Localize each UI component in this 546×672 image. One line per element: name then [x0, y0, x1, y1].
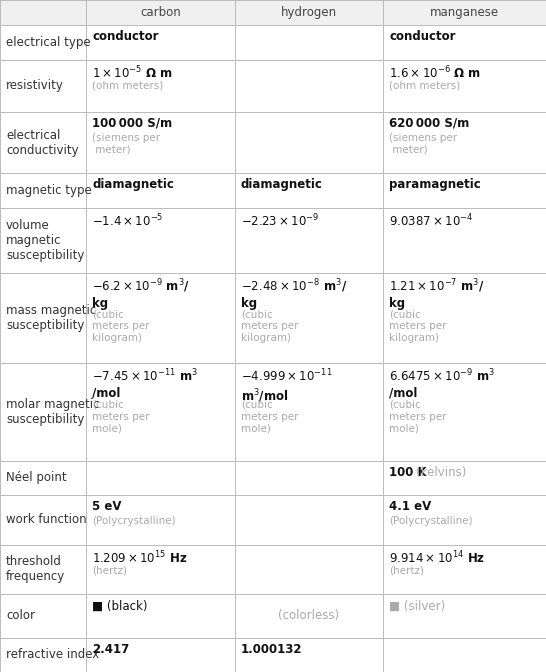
Text: mass magnetic
susceptibility: mass magnetic susceptibility — [6, 304, 96, 332]
Text: molar magnetic
susceptibility: molar magnetic susceptibility — [6, 398, 99, 426]
Text: carbon: carbon — [140, 6, 181, 19]
Text: (hertz): (hertz) — [389, 566, 424, 576]
Text: threshold
frequency: threshold frequency — [6, 556, 66, 583]
Text: 2.417: 2.417 — [92, 642, 129, 656]
Text: diamagnetic: diamagnetic — [92, 179, 174, 192]
Text: $1.6\times10^{-6}$ Ω m: $1.6\times10^{-6}$ Ω m — [389, 65, 482, 81]
Text: 1.000132: 1.000132 — [241, 642, 302, 656]
Text: $-7.45\times10^{-11}$ m$^3$
/mol: $-7.45\times10^{-11}$ m$^3$ /mol — [92, 368, 198, 400]
Bar — [0, 0, 546, 26]
Text: 100 K: 100 K — [389, 466, 427, 478]
Text: $1\times10^{-5}$ Ω m: $1\times10^{-5}$ Ω m — [92, 65, 173, 81]
Text: conductor: conductor — [389, 30, 456, 43]
Text: resistivity: resistivity — [6, 79, 64, 92]
Text: $-6.2\times10^{-9}$ m$^3$/
kg: $-6.2\times10^{-9}$ m$^3$/ kg — [92, 278, 191, 310]
Text: (colorless): (colorless) — [278, 610, 340, 622]
Text: color: color — [6, 610, 35, 622]
Text: magnetic type: magnetic type — [6, 184, 92, 197]
Text: $9.0387\times10^{-4}$: $9.0387\times10^{-4}$ — [389, 213, 473, 229]
Text: refractive index: refractive index — [6, 648, 99, 661]
Text: 4.1 eV: 4.1 eV — [389, 500, 431, 513]
Text: diamagnetic: diamagnetic — [241, 179, 323, 192]
Text: Néel point: Néel point — [6, 471, 67, 485]
Text: (cubic
meters per
mole): (cubic meters per mole) — [389, 400, 447, 433]
Text: $-4.999\times10^{-11}$
m$^3$/mol: $-4.999\times10^{-11}$ m$^3$/mol — [241, 368, 333, 405]
Text: (ohm meters): (ohm meters) — [92, 81, 163, 91]
Text: hydrogen: hydrogen — [281, 6, 337, 19]
Text: volume
magnetic
susceptibility: volume magnetic susceptibility — [6, 219, 85, 262]
Text: (cubic
meters per
kilogram): (cubic meters per kilogram) — [241, 310, 298, 343]
Text: (cubic
meters per
kilogram): (cubic meters per kilogram) — [92, 310, 150, 343]
Text: (kelvins): (kelvins) — [416, 466, 466, 478]
Text: (cubic
meters per
mole): (cubic meters per mole) — [92, 400, 150, 433]
Text: electrical
conductivity: electrical conductivity — [6, 129, 79, 157]
Text: conductor: conductor — [92, 30, 159, 43]
Text: (siemens per
 meter): (siemens per meter) — [92, 133, 161, 155]
Text: 100 000 S/m: 100 000 S/m — [92, 117, 173, 130]
Text: (hertz): (hertz) — [92, 566, 127, 576]
Text: $-1.4\times10^{-5}$: $-1.4\times10^{-5}$ — [92, 213, 164, 229]
Text: electrical type: electrical type — [6, 36, 91, 49]
Text: $1.21\times10^{-7}$ m$^3$/
kg: $1.21\times10^{-7}$ m$^3$/ kg — [389, 278, 485, 310]
Text: ■ (silver): ■ (silver) — [389, 599, 446, 612]
Text: 5 eV: 5 eV — [92, 500, 122, 513]
Text: (Polycrystalline): (Polycrystalline) — [389, 516, 473, 526]
Text: work function: work function — [6, 513, 87, 526]
Text: $-2.48\times10^{-8}$ m$^3$/
kg: $-2.48\times10^{-8}$ m$^3$/ kg — [241, 278, 347, 310]
Text: $9.914\times10^{14}$ Hz: $9.914\times10^{14}$ Hz — [389, 550, 485, 566]
Text: (siemens per
 meter): (siemens per meter) — [389, 133, 458, 155]
Text: 620 000 S/m: 620 000 S/m — [389, 117, 470, 130]
Text: (cubic
meters per
mole): (cubic meters per mole) — [241, 400, 298, 433]
Text: paramagnetic: paramagnetic — [389, 179, 481, 192]
Text: ■ (black): ■ (black) — [92, 599, 148, 612]
Text: (cubic
meters per
kilogram): (cubic meters per kilogram) — [389, 310, 447, 343]
Text: $1.209\times10^{15}$ Hz: $1.209\times10^{15}$ Hz — [92, 550, 188, 566]
Text: manganese: manganese — [430, 6, 499, 19]
Text: (ohm meters): (ohm meters) — [389, 81, 460, 91]
Text: $-2.23\times10^{-9}$: $-2.23\times10^{-9}$ — [241, 213, 319, 229]
Text: $6.6475\times10^{-9}$ m$^3$
/mol: $6.6475\times10^{-9}$ m$^3$ /mol — [389, 368, 495, 400]
Text: (Polycrystalline): (Polycrystalline) — [92, 516, 176, 526]
